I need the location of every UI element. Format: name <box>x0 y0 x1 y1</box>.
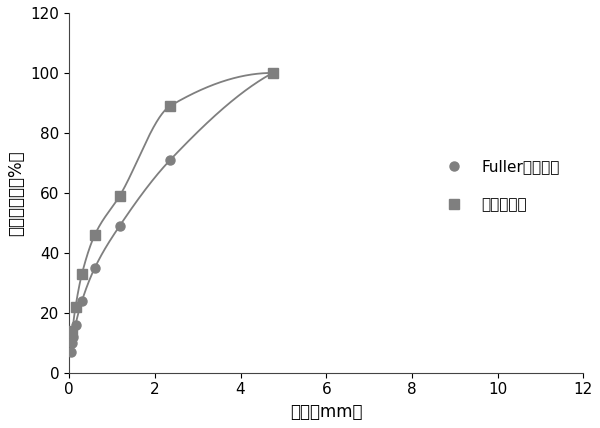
Fuller理想级配 <box>116 223 123 229</box>
Fuller理想级配 <box>269 70 276 75</box>
废石机制沙 <box>116 193 123 199</box>
废石机制沙 <box>269 70 276 75</box>
废石机制沙 <box>79 271 86 276</box>
Fuller理想级配 <box>69 340 76 345</box>
Fuller理想级配 <box>72 322 79 327</box>
Y-axis label: 负累计分布（%）: 负累计分布（%） <box>7 150 25 236</box>
Fuller理想级配 <box>70 334 77 339</box>
废石机制沙 <box>91 232 98 238</box>
Fuller理想级配 <box>79 298 86 303</box>
Fuller理想级配 <box>91 265 98 270</box>
废石机制沙 <box>72 304 79 309</box>
Fuller理想级配 <box>68 349 75 354</box>
Legend: Fuller理想级配, 废石机制沙: Fuller理想级配, 废石机制沙 <box>432 153 566 218</box>
X-axis label: 粒径（mm）: 粒径（mm） <box>290 403 362 421</box>
废石机制沙 <box>167 103 174 108</box>
Line: Fuller理想级配: Fuller理想级配 <box>67 68 277 356</box>
Line: 废石机制沙: 废石机制沙 <box>68 68 277 335</box>
废石机制沙 <box>69 328 76 333</box>
Fuller理想级配 <box>167 158 174 163</box>
